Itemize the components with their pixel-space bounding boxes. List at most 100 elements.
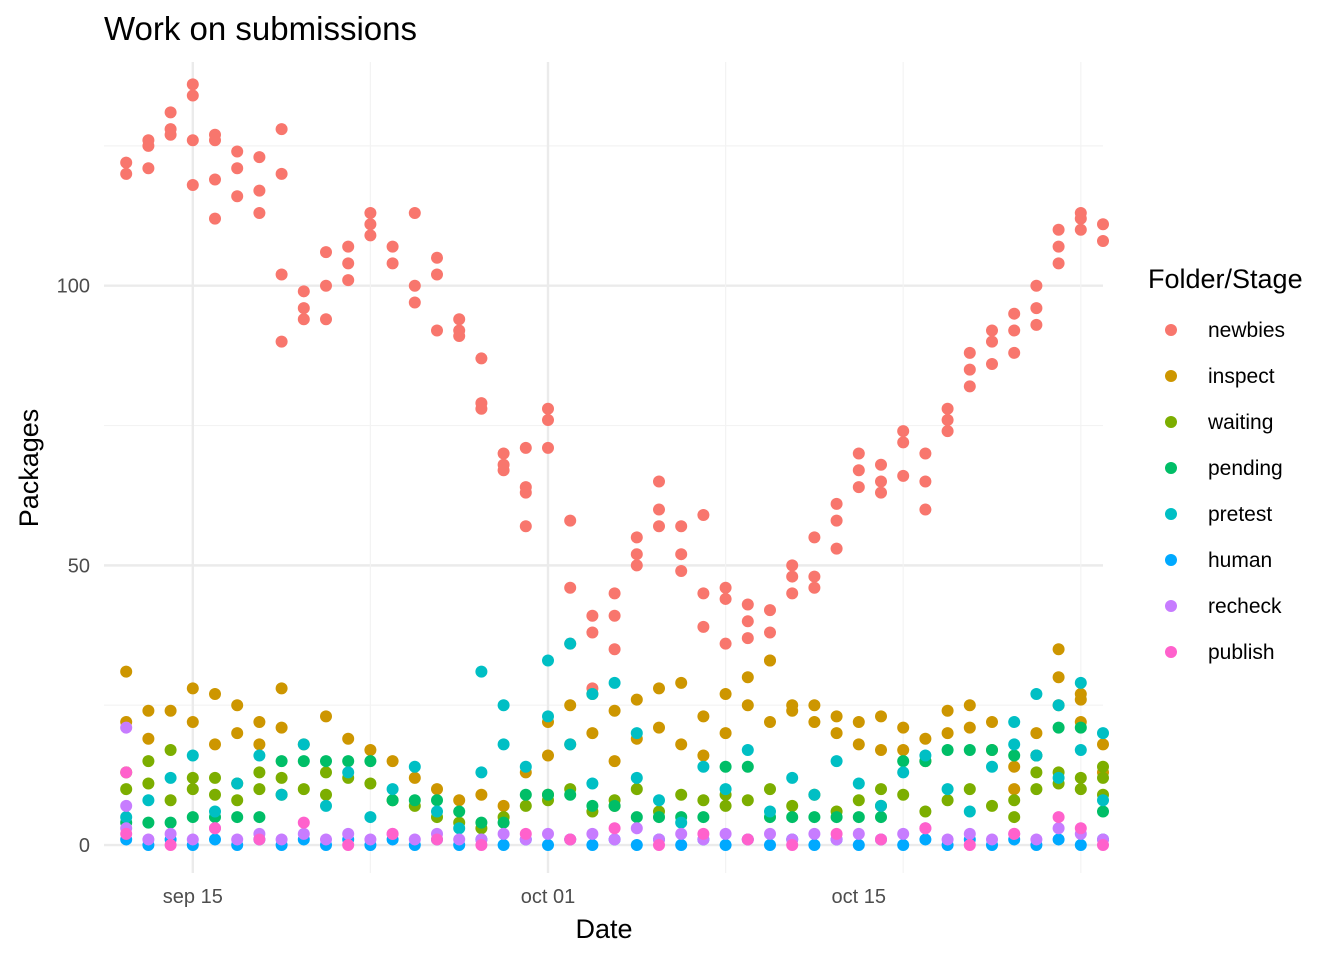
data-point bbox=[697, 710, 710, 723]
data-point bbox=[1008, 827, 1021, 840]
legend-items: newbies inspect waiting pending pretest human… bbox=[1165, 319, 1285, 664]
data-point bbox=[342, 766, 355, 779]
data-point bbox=[186, 749, 199, 762]
data-point bbox=[941, 704, 954, 717]
data-point bbox=[1097, 234, 1109, 247]
data-point bbox=[786, 559, 799, 572]
data-point bbox=[209, 738, 221, 751]
data-point bbox=[919, 447, 932, 460]
data-point bbox=[164, 771, 177, 784]
data-point bbox=[431, 268, 443, 281]
data-point bbox=[120, 156, 133, 169]
data-point bbox=[386, 827, 399, 840]
data-point bbox=[719, 783, 732, 796]
data-point bbox=[297, 313, 310, 326]
data-point bbox=[164, 743, 177, 756]
data-point bbox=[1074, 223, 1087, 236]
data-point bbox=[564, 699, 577, 712]
data-point bbox=[830, 710, 843, 723]
x-axis-title: Date bbox=[575, 914, 632, 944]
data-point bbox=[675, 676, 688, 689]
data-point bbox=[564, 788, 577, 801]
data-point bbox=[564, 738, 577, 751]
data-point bbox=[830, 514, 843, 527]
data-point bbox=[564, 581, 577, 594]
data-point bbox=[253, 715, 266, 728]
data-point bbox=[342, 755, 355, 768]
data-point bbox=[963, 743, 976, 756]
data-point bbox=[1030, 766, 1043, 779]
data-point bbox=[1052, 257, 1065, 270]
data-point bbox=[453, 822, 466, 835]
data-point bbox=[186, 833, 199, 846]
data-point bbox=[519, 486, 532, 499]
legend-label-pretest: pretest bbox=[1208, 503, 1272, 526]
data-point bbox=[542, 827, 554, 840]
legend-key-waiting bbox=[1165, 416, 1177, 428]
y-tick-label: 50 bbox=[68, 555, 90, 577]
data-point bbox=[1097, 805, 1109, 818]
data-point bbox=[1030, 318, 1043, 331]
data-point bbox=[431, 805, 443, 818]
data-point bbox=[719, 581, 732, 594]
data-point bbox=[630, 839, 643, 852]
data-point bbox=[453, 833, 466, 846]
legend-key-recheck bbox=[1165, 600, 1177, 612]
legend-label-recheck: recheck bbox=[1208, 595, 1282, 618]
data-point bbox=[164, 123, 177, 136]
data-point bbox=[653, 721, 665, 734]
data-point bbox=[186, 682, 199, 695]
data-point bbox=[364, 218, 377, 231]
series-newbies bbox=[120, 78, 1109, 695]
data-point bbox=[209, 212, 221, 225]
data-point bbox=[608, 704, 621, 717]
data-point bbox=[231, 777, 244, 790]
data-point bbox=[1097, 727, 1109, 740]
data-point bbox=[986, 799, 998, 812]
data-point bbox=[320, 766, 332, 779]
legend-key-newbies bbox=[1165, 324, 1177, 336]
data-point bbox=[342, 240, 355, 253]
data-point bbox=[253, 738, 266, 751]
data-point bbox=[697, 794, 710, 807]
data-point bbox=[231, 190, 244, 203]
data-point bbox=[830, 542, 843, 555]
data-point bbox=[1030, 279, 1043, 292]
data-point bbox=[608, 755, 621, 768]
data-point bbox=[431, 251, 443, 264]
data-point bbox=[120, 783, 133, 796]
data-point bbox=[164, 106, 177, 119]
data-point bbox=[320, 710, 332, 723]
data-point bbox=[697, 509, 710, 522]
data-point bbox=[586, 609, 599, 622]
data-point bbox=[941, 402, 954, 415]
data-point bbox=[719, 839, 732, 852]
legend-key-inspect bbox=[1165, 370, 1177, 382]
data-point bbox=[320, 279, 332, 292]
data-point bbox=[364, 743, 377, 756]
data-point bbox=[963, 805, 976, 818]
data-point bbox=[852, 811, 865, 824]
data-point bbox=[475, 665, 488, 678]
data-point bbox=[1030, 727, 1043, 740]
data-point bbox=[253, 833, 266, 846]
legend-key-pretest bbox=[1165, 508, 1177, 520]
data-point bbox=[320, 246, 332, 259]
data-point bbox=[741, 833, 754, 846]
data-point bbox=[209, 688, 221, 701]
data-point bbox=[320, 799, 332, 812]
data-point bbox=[1097, 771, 1109, 784]
data-point bbox=[386, 794, 399, 807]
x-tick-label: sep 15 bbox=[163, 886, 223, 908]
data-point bbox=[275, 833, 288, 846]
data-point bbox=[1074, 839, 1087, 852]
data-point bbox=[897, 425, 910, 438]
data-point bbox=[519, 788, 532, 801]
data-point bbox=[741, 615, 754, 628]
data-point bbox=[653, 794, 665, 807]
data-point bbox=[963, 363, 976, 376]
data-point bbox=[875, 458, 887, 471]
data-point bbox=[875, 743, 887, 756]
data-point bbox=[608, 676, 621, 689]
data-point bbox=[741, 598, 754, 611]
